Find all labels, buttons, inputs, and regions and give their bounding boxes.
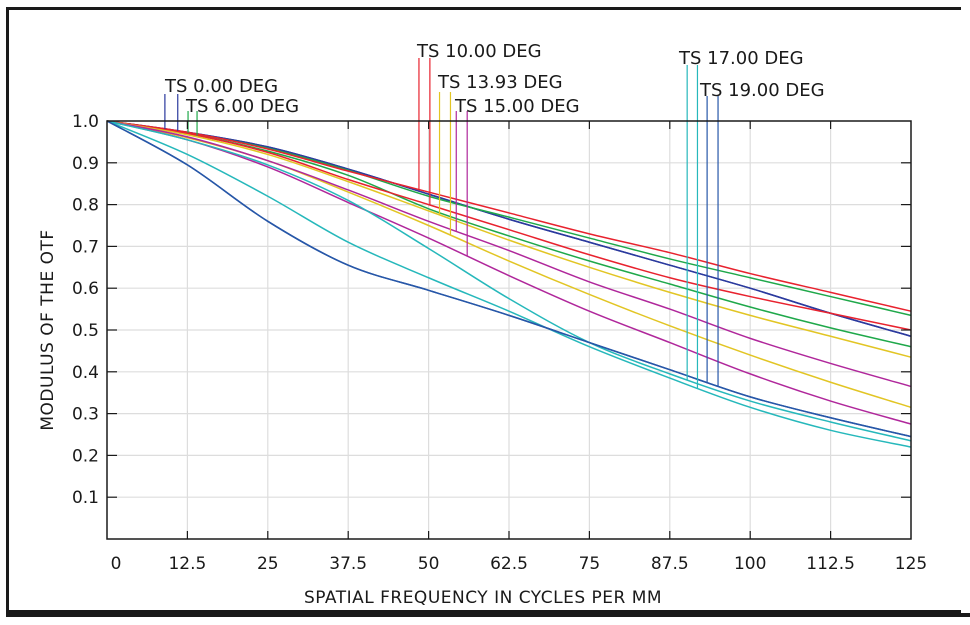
series-line	[106, 120, 912, 388]
legend-label: TS 0.00 DEG	[164, 76, 278, 97]
legend-label: TS 13.93 DEG	[437, 72, 563, 93]
series-line	[106, 120, 912, 337]
series-line	[106, 120, 912, 448]
legend-label: TS 17.00 DEG	[678, 48, 804, 69]
legend-label: TS 10.00 DEG	[416, 41, 542, 62]
x-tick-label: 87.5	[651, 554, 689, 574]
series-line	[106, 120, 912, 425]
x-tick-label: 62.5	[490, 554, 528, 574]
x-tick-label: 50	[418, 554, 440, 574]
x-tick-label: 0	[111, 554, 122, 574]
x-tick-label: 25	[257, 554, 279, 574]
y-tick-label: 0.2	[72, 446, 99, 466]
y-tick-labels: 0.1 0.2 0.3 0.4 0.5 0.6 0.7 0.8 0.9 1.0	[72, 112, 99, 508]
legend-label: TS 6.00 DEG	[185, 96, 299, 117]
series-line	[106, 120, 912, 358]
y-tick-label: 0.7	[72, 237, 99, 257]
x-axis-label: SPATIAL FREQUENCY IN CYCLES PER MM	[304, 588, 662, 608]
y-tick-label: 0.4	[72, 363, 99, 383]
y-tick-label: 0.8	[72, 196, 99, 216]
series-line	[106, 120, 912, 312]
x-tick-label: 75	[579, 554, 601, 574]
x-tick-labels: 0 12.5 25 37.5 50 62.5 75 87.5 100 112.5 125	[111, 554, 928, 574]
legend-label: TS 15.00 DEG	[454, 96, 580, 117]
legend-label: TS 19.00 DEG	[699, 80, 825, 101]
x-tick-label: 12.5	[168, 554, 206, 574]
y-tick-label: 0.5	[72, 321, 99, 341]
legend-markers	[164, 58, 719, 389]
y-tick-label: 0.3	[72, 405, 99, 425]
series-line	[106, 120, 912, 438]
series-line	[106, 120, 912, 442]
y-tick-label: 0.6	[72, 279, 99, 299]
axis-ticks	[107, 121, 911, 539]
chart-frame-bottom	[6, 613, 970, 617]
y-tick-label: 0.9	[72, 154, 99, 174]
x-tick-label: 100	[734, 554, 766, 574]
y-axis-label: MODULUS OF THE OTF	[38, 229, 58, 430]
x-tick-label: 37.5	[329, 554, 367, 574]
series-layer	[106, 120, 912, 448]
y-tick-label: 1.0	[72, 112, 99, 132]
series-line	[106, 120, 912, 331]
x-tick-label: 112.5	[806, 554, 855, 574]
chart-frame	[6, 7, 961, 613]
y-tick-label: 0.1	[72, 488, 99, 508]
grid-lines	[107, 121, 911, 539]
x-tick-label: 125	[895, 554, 927, 574]
